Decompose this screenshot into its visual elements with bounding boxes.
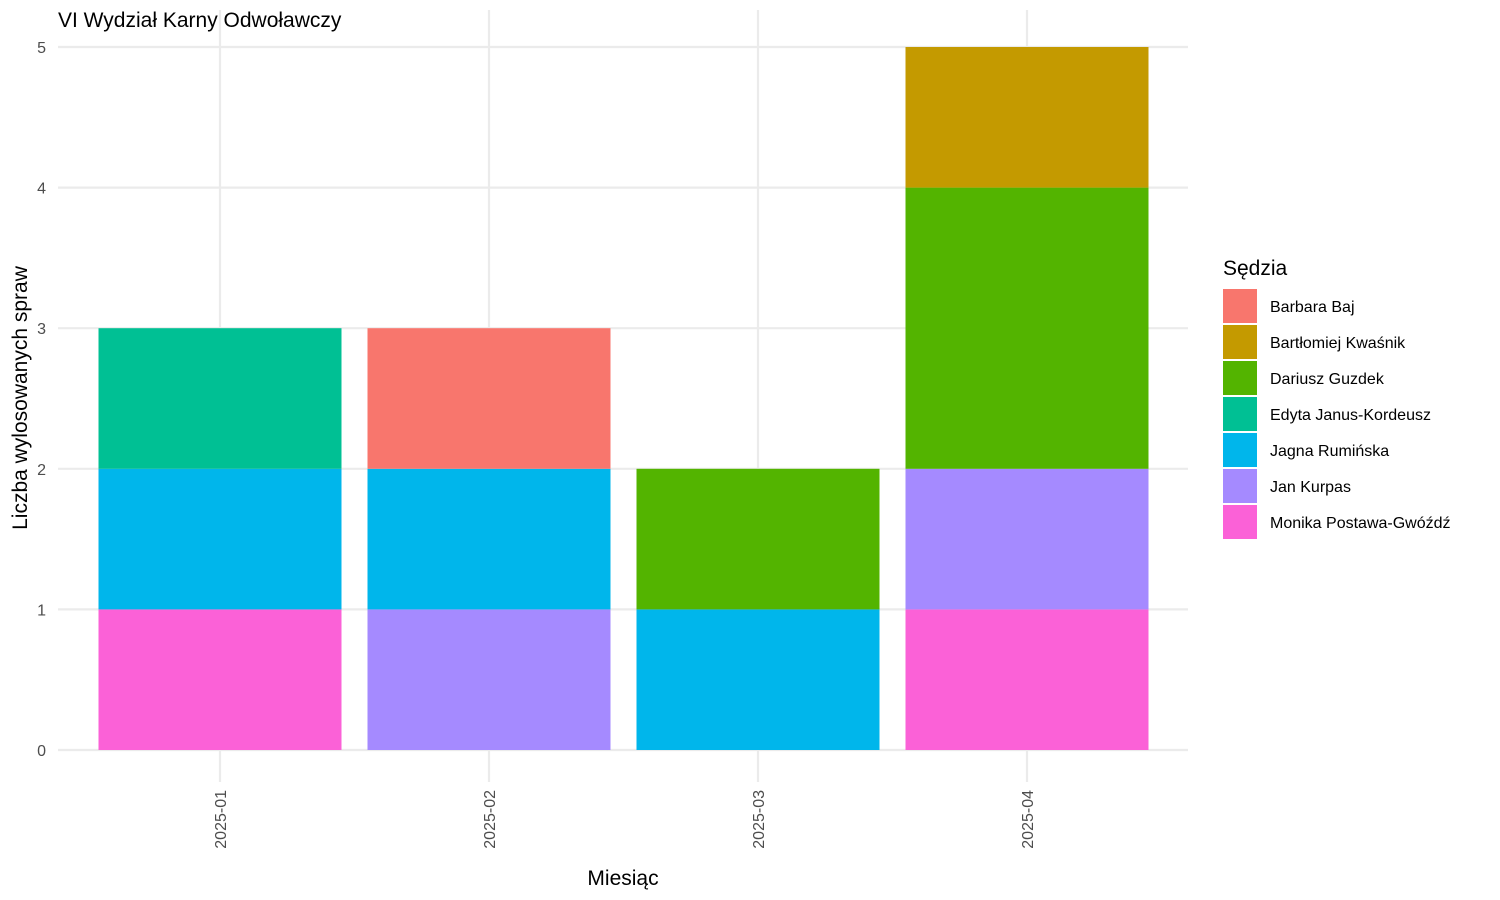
bar-segment [367,609,611,750]
bar-segment [905,609,1149,750]
y-tick-label: 0 [37,743,46,760]
bar-segment [905,468,1149,610]
legend-label: Edyta Janus-Kordeusz [1270,407,1431,424]
bar-segment [98,609,342,750]
legend-key [1223,397,1257,431]
x-tick-label: 2025-03 [751,790,768,849]
legend-key [1223,505,1257,539]
legend-key [1223,289,1257,323]
legend-label: Monika Postawa-Gwóźdź [1270,515,1451,532]
x-tick-label: 2025-01 [213,790,230,849]
bar-segment [636,468,880,610]
y-tick-label: 3 [37,321,46,338]
legend-items: Barbara Baj Bartłomiej Kwaśnik Dariusz Guz… [1223,289,1451,539]
y-tick-label: 1 [37,602,46,619]
bars-layer [98,47,1149,750]
bar-segment [636,609,880,750]
bar-segment [98,328,342,469]
bar-segment [367,328,611,469]
y-axis-title: Liczba wylosowanych spraw [9,265,32,530]
y-tick-label: 4 [37,181,46,198]
x-axis-ticks: 2025-01 2025-02 2025-03 2025-04 [213,790,1037,849]
bar-segment [98,468,342,610]
legend-key [1223,433,1257,467]
legend-label: Jan Kurpas [1270,479,1351,496]
x-axis-title: Miesiąc [587,867,658,890]
legend-key [1223,325,1257,359]
x-tick-label: 2025-02 [482,790,499,849]
legend-label: Barbara Baj [1270,299,1355,316]
legend-label: Bartłomiej Kwaśnik [1270,335,1406,352]
legend-key [1223,469,1257,503]
legend-label: Jagna Rumińska [1270,443,1389,460]
y-tick-label: 2 [37,462,46,479]
x-tick-label: 2025-04 [1020,790,1037,849]
bar-segment [905,187,1149,469]
legend-key [1223,361,1257,395]
legend: Sędzia Barbara Baj Bartłomiej Kwaśnik Dari… [1223,257,1451,539]
bar-segment [367,468,611,610]
legend-label: Dariusz Guzdek [1270,371,1385,388]
legend-title: Sędzia [1223,257,1288,280]
y-axis-ticks: 0 1 2 3 4 5 [37,40,46,760]
bar-segment [905,47,1149,188]
y-tick-label: 5 [37,40,46,57]
chart-title: VI Wydział Karny Odwoławczy [58,9,342,32]
